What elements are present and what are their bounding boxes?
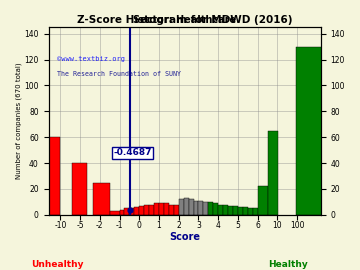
Bar bbox=[253, 208, 258, 215]
Bar bbox=[169, 204, 174, 215]
Bar bbox=[21, 137, 60, 215]
Bar bbox=[337, 208, 360, 215]
Text: Unhealthy: Unhealthy bbox=[31, 260, 84, 269]
Bar bbox=[213, 203, 218, 215]
Text: The Research Foundation of SUNY: The Research Foundation of SUNY bbox=[57, 71, 181, 77]
Bar bbox=[243, 207, 248, 215]
Bar bbox=[218, 204, 223, 215]
Y-axis label: Number of companies (670 total): Number of companies (670 total) bbox=[15, 63, 22, 179]
Bar bbox=[233, 206, 238, 215]
Bar bbox=[248, 208, 253, 215]
Bar bbox=[208, 202, 213, 215]
Bar bbox=[179, 199, 184, 215]
Bar bbox=[258, 186, 267, 215]
Text: Sector: Healthcare: Sector: Healthcare bbox=[133, 15, 236, 25]
Bar bbox=[110, 211, 120, 215]
Bar bbox=[228, 206, 233, 215]
Bar bbox=[72, 163, 87, 215]
Bar bbox=[238, 207, 243, 215]
Bar bbox=[134, 207, 139, 215]
Title: Z-Score Histogram for MDWD (2016): Z-Score Histogram for MDWD (2016) bbox=[77, 15, 292, 25]
Bar bbox=[154, 203, 159, 215]
Bar bbox=[125, 208, 129, 215]
Bar bbox=[189, 199, 194, 215]
Bar bbox=[129, 208, 134, 215]
Text: ©www.textbiz.org: ©www.textbiz.org bbox=[57, 56, 125, 62]
Bar bbox=[174, 204, 179, 215]
Bar bbox=[139, 206, 144, 215]
Bar bbox=[159, 203, 164, 215]
Bar bbox=[194, 201, 198, 215]
Text: Healthy: Healthy bbox=[268, 260, 308, 269]
Bar bbox=[93, 183, 110, 215]
Bar bbox=[203, 202, 208, 215]
Bar bbox=[144, 204, 149, 215]
Text: -0.4687: -0.4687 bbox=[113, 148, 152, 157]
Bar bbox=[223, 204, 228, 215]
Bar bbox=[120, 210, 125, 215]
Bar bbox=[296, 47, 337, 215]
X-axis label: Score: Score bbox=[169, 231, 200, 241]
Bar bbox=[184, 198, 189, 215]
Bar bbox=[164, 203, 169, 215]
Bar bbox=[149, 204, 154, 215]
Bar bbox=[267, 131, 278, 215]
Bar bbox=[198, 201, 203, 215]
